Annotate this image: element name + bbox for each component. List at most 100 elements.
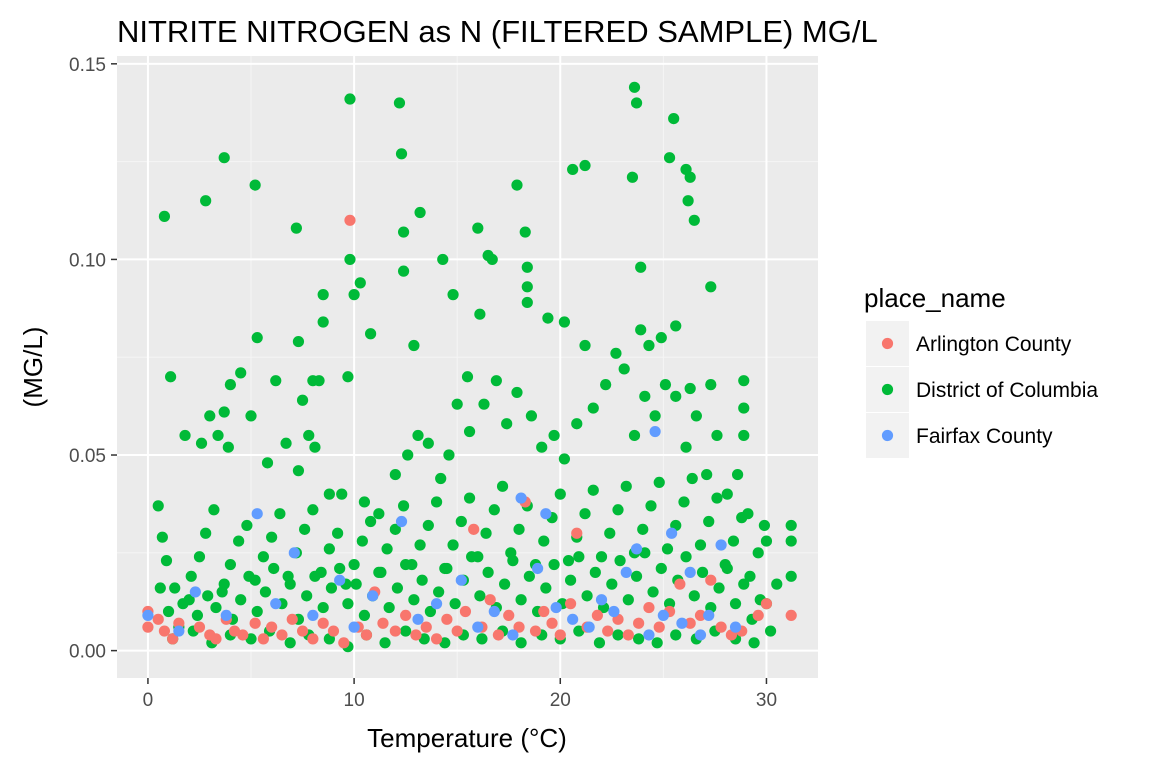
point-arlington-county — [633, 617, 645, 629]
point-district-of-columbia — [317, 601, 329, 614]
point-arlington-county — [529, 625, 542, 637]
point-district-of-columbia — [618, 363, 630, 375]
point-district-of-columbia — [764, 625, 777, 637]
legend-label: Fairfax County — [916, 425, 1053, 448]
point-district-of-columbia — [249, 179, 261, 191]
point-district-of-columbia — [626, 171, 639, 183]
axis-ticks: 0 10 20 30 0.00 0.05 0.10 0.15 — [69, 55, 777, 711]
point-arlington-county — [591, 609, 603, 622]
point-district-of-columbia — [649, 410, 661, 422]
point-district-of-columbia — [208, 504, 220, 516]
point-district-of-columbia — [670, 629, 682, 641]
legend-item-arlington-county: Arlington County — [866, 321, 1072, 366]
point-district-of-columbia — [218, 406, 230, 418]
point-district-of-columbia — [195, 437, 208, 449]
point-district-of-columbia — [521, 296, 533, 309]
data-points — [142, 81, 797, 653]
point-district-of-columbia — [268, 562, 280, 575]
point-district-of-columbia — [612, 629, 624, 641]
point-fairfax-county — [643, 629, 655, 641]
point-district-of-columbia — [156, 531, 168, 543]
point-fairfax-county — [550, 601, 562, 614]
point-district-of-columbia — [680, 551, 692, 563]
point-district-of-columbia — [416, 574, 428, 586]
point-district-of-columbia — [521, 261, 533, 273]
point-district-of-columbia — [400, 625, 412, 637]
point-fairfax-county — [515, 492, 527, 504]
point-district-of-columbia — [449, 598, 461, 610]
point-district-of-columbia — [408, 594, 420, 606]
point-district-of-columbia — [587, 402, 599, 414]
point-district-of-columbia — [342, 371, 354, 383]
point-district-of-columbia — [424, 605, 436, 618]
point-district-of-columbia — [344, 253, 356, 266]
point-district-of-columbia — [412, 429, 424, 442]
point-fairfax-county — [270, 598, 282, 610]
point-arlington-county — [344, 214, 356, 226]
point-district-of-columbia — [729, 598, 742, 610]
point-district-of-columbia — [313, 375, 325, 387]
point-district-of-columbia — [736, 512, 748, 524]
point-arlington-county — [193, 621, 206, 633]
point-arlington-county — [266, 621, 278, 633]
point-fairfax-county — [532, 562, 544, 575]
point-district-of-columbia — [364, 328, 377, 340]
point-district-of-columbia — [562, 555, 575, 567]
point-district-of-columbia — [659, 379, 672, 391]
point-arlington-county — [360, 629, 373, 641]
point-district-of-columbia — [682, 195, 694, 207]
point-arlington-county — [173, 617, 185, 629]
point-district-of-columbia — [400, 558, 412, 571]
point-district-of-columbia — [490, 375, 502, 387]
point-district-of-columbia — [381, 543, 393, 555]
point-arlington-county — [420, 621, 432, 633]
point-fairfax-county — [307, 609, 319, 622]
point-district-of-columbia — [317, 289, 329, 301]
point-district-of-columbia — [785, 535, 797, 547]
point-district-of-columbia — [579, 339, 591, 352]
point-arlington-county — [142, 621, 154, 633]
point-district-of-columbia — [162, 605, 175, 618]
point-arlington-county — [492, 629, 505, 641]
point-fairfax-county — [220, 609, 232, 622]
point-fairfax-county — [676, 617, 688, 629]
point-fairfax-county — [472, 621, 484, 633]
grid-lines — [117, 56, 818, 678]
point-district-of-columbia — [154, 582, 166, 594]
point-fairfax-county — [367, 590, 379, 602]
point-district-of-columbia — [688, 214, 700, 226]
point-arlington-county — [546, 617, 558, 629]
point-district-of-columbia — [466, 551, 478, 563]
point-district-of-columbia — [731, 468, 744, 481]
point-district-of-columbia — [684, 171, 696, 183]
point-district-of-columbia — [472, 222, 484, 234]
point-district-of-columbia — [257, 551, 269, 563]
point-district-of-columbia — [348, 558, 360, 571]
point-district-of-columbia — [573, 551, 585, 563]
point-district-of-columbia — [653, 476, 665, 489]
point-arlington-county — [674, 578, 686, 590]
point-arlington-county — [152, 613, 164, 625]
point-district-of-columbia — [222, 441, 234, 453]
point-district-of-columbia — [389, 523, 401, 535]
y-axis-title: (MG/L) — [18, 327, 48, 408]
point-district-of-columbia — [224, 379, 236, 391]
point-arlington-county — [276, 629, 288, 641]
point-fairfax-county — [630, 543, 643, 555]
point-district-of-columbia — [402, 449, 414, 461]
point-fairfax-county — [430, 598, 443, 610]
point-district-of-columbia — [633, 633, 645, 645]
point-arlington-county — [317, 617, 329, 629]
legend-title: place_name — [864, 283, 1006, 313]
point-district-of-columbia — [655, 332, 667, 344]
point-district-of-columbia — [705, 281, 717, 293]
point-district-of-columbia — [309, 570, 321, 582]
point-district-of-columbia — [224, 558, 236, 571]
point-district-of-columbia — [738, 402, 750, 414]
point-district-of-columbia — [261, 457, 274, 469]
point-district-of-columbia — [536, 441, 548, 453]
point-district-of-columbia — [251, 332, 263, 344]
point-arlington-county — [338, 637, 350, 649]
point-district-of-columbia — [437, 253, 449, 266]
point-arlington-county — [538, 605, 550, 618]
